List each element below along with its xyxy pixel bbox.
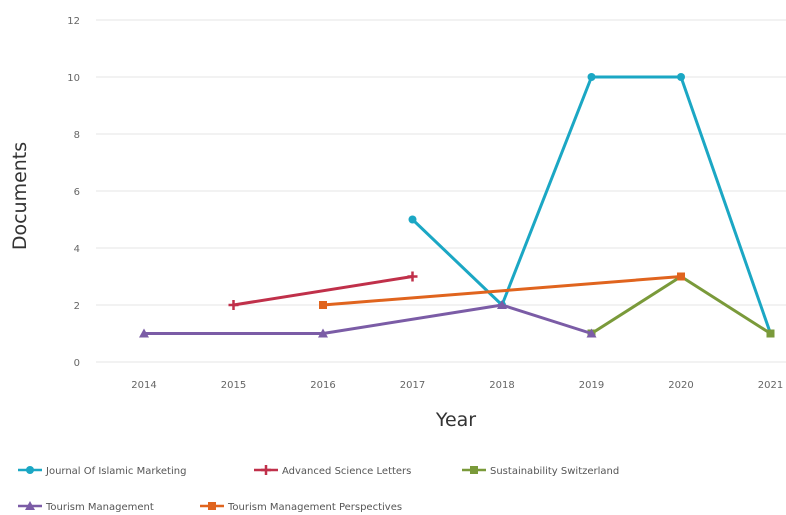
data-point: [587, 73, 596, 81]
y-tick-label: 6: [74, 187, 80, 198]
series-lines: [139, 73, 775, 338]
legend-item: Journal Of Islamic Marketing: [18, 466, 186, 477]
data-point: [25, 501, 35, 510]
data-point: [208, 502, 216, 510]
data-point: [228, 300, 239, 310]
y-tick-label: 12: [67, 16, 80, 27]
y-tick-label: 0: [74, 358, 80, 369]
x-tick-label: 2020: [668, 380, 693, 391]
data-point: [677, 272, 685, 281]
series: [228, 271, 418, 310]
x-tick-label: 2018: [489, 380, 514, 391]
data-point: [26, 466, 34, 474]
grid-lines: [96, 19, 786, 363]
y-tick-label: 4: [74, 244, 80, 255]
data-point: [319, 301, 327, 309]
legend-item: Tourism Management: [18, 501, 154, 513]
data-point: [586, 328, 597, 338]
legend-label: Advanced Science Letters: [282, 466, 411, 477]
x-tick-label: 2015: [221, 380, 246, 391]
x-axis-title: Year: [435, 409, 476, 431]
series: [319, 272, 685, 309]
legend-label: Sustainability Switzerland: [490, 466, 619, 477]
series-line: [232, 275, 414, 307]
legend-label: Tourism Management Perspectives: [227, 502, 402, 513]
x-tick-label: 2014: [131, 380, 156, 391]
data-point: [766, 329, 775, 338]
data-point: [497, 300, 507, 309]
x-axis-ticks: 2014 2015 2016 2017 2018 2019 2020 2021: [131, 380, 783, 391]
series: [408, 73, 775, 338]
series: [139, 300, 597, 338]
y-tick-label: 8: [74, 130, 80, 141]
data-point: [261, 465, 271, 475]
legend: Journal Of Islamic Marketing Advanced Sci…: [18, 465, 619, 513]
y-axis-ticks: 0 2 4 6 8 10 12: [67, 16, 80, 369]
legend-label: Tourism Management: [45, 502, 154, 513]
data-point: [408, 215, 417, 224]
y-axis-title: Documents: [9, 142, 31, 250]
legend-item: Advanced Science Letters: [254, 465, 411, 477]
legend-label: Journal Of Islamic Marketing: [45, 466, 186, 477]
data-point: [677, 73, 685, 81]
legend-item: Sustainability Switzerland: [462, 466, 619, 477]
data-point: [407, 271, 418, 282]
x-tick-label: 2016: [310, 380, 335, 391]
y-tick-label: 10: [67, 73, 80, 84]
x-tick-label: 2019: [579, 380, 604, 391]
series-line: [321, 275, 683, 307]
data-point: [470, 466, 478, 474]
legend-item: Tourism Management Perspectives: [200, 502, 402, 513]
data-point: [318, 328, 328, 338]
x-tick-label: 2017: [400, 380, 425, 391]
series-line: [142, 303, 593, 335]
data-point: [139, 328, 149, 338]
y-tick-label: 2: [74, 301, 80, 312]
x-tick-label: 2021: [758, 380, 783, 391]
